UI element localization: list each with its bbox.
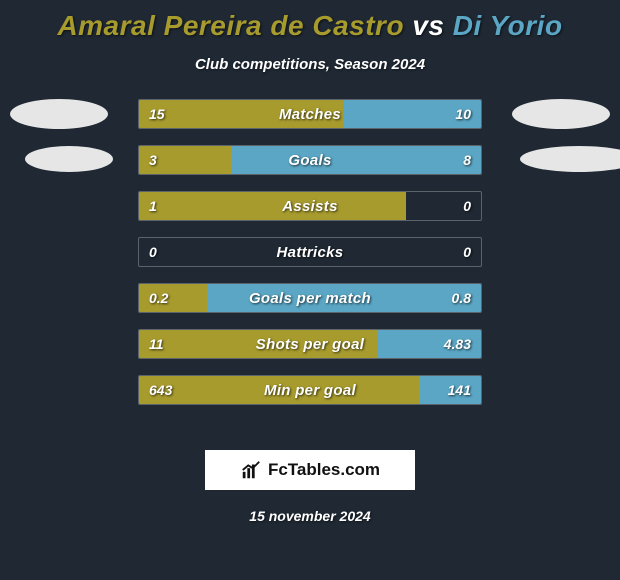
stat-label: Hattricks: [139, 238, 481, 266]
stat-bar-left: [139, 330, 378, 358]
stat-bar-right: [344, 100, 481, 128]
stat-row: Assists10: [138, 191, 482, 221]
snapshot-date: 15 november 2024: [0, 508, 620, 524]
stat-bar-left: [139, 284, 207, 312]
player-right-avatar-2: [520, 146, 620, 172]
stat-row: Hattricks0 0: [138, 237, 482, 267]
title-vs: vs: [404, 10, 453, 41]
comparison-title: Amaral Pereira de Castro vs Di Yorio: [0, 0, 620, 42]
comparison-chart: Matches1510Goals38Assists10Hattricks00Go…: [0, 99, 620, 419]
stat-value-right: 0: [463, 192, 471, 220]
stat-value-right: 0: [463, 238, 471, 266]
stat-bar-left: [139, 146, 231, 174]
stat-row: Goals38: [138, 145, 482, 175]
stat-value-left: 0: [149, 238, 157, 266]
stat-bar-left: [139, 192, 406, 220]
logo-text: FcTables.com: [268, 460, 380, 480]
subtitle: Club competitions, Season 2024: [0, 56, 620, 73]
stat-row: Shots per goal114.83: [138, 329, 482, 359]
stat-bar-right: [378, 330, 481, 358]
source-logo: FcTables.com: [205, 450, 415, 490]
player-left-avatar-2: [25, 146, 113, 172]
player-right-avatar-1: [512, 99, 610, 129]
stat-row: Matches1510: [138, 99, 482, 129]
stat-bar-right: [231, 146, 481, 174]
chart-icon: [240, 459, 262, 481]
stat-bar-right: [419, 376, 481, 404]
stat-bars: Matches1510Goals38Assists10Hattricks00Go…: [138, 99, 482, 421]
player-right-name: Di Yorio: [453, 10, 563, 41]
stat-bar-right: [207, 284, 481, 312]
player-left-name: Amaral Pereira de Castro: [57, 10, 404, 41]
stat-row: Goals per match0.20.8: [138, 283, 482, 313]
player-left-avatar-1: [10, 99, 108, 129]
stat-bar-left: [139, 376, 419, 404]
stat-bar-left: [139, 100, 344, 128]
stat-row: Min per goal643141: [138, 375, 482, 405]
